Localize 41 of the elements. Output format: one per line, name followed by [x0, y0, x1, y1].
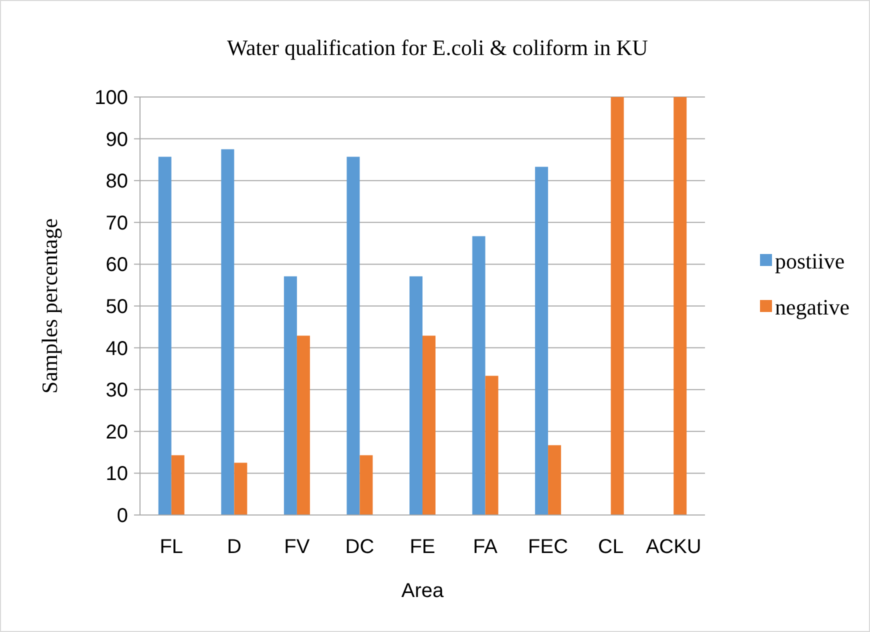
- y-tick-label: 40: [106, 338, 128, 360]
- bar: [296, 336, 310, 515]
- y-tick-label: 80: [106, 170, 128, 193]
- x-tick-label: DC: [345, 536, 374, 558]
- y-tick-label: 20: [106, 421, 128, 444]
- bar: [535, 166, 548, 515]
- bar: [158, 156, 172, 515]
- bar: [610, 97, 624, 515]
- y-tick-label: 90: [106, 128, 128, 151]
- y-tick-label: 100: [94, 87, 128, 109]
- bar: [422, 336, 436, 515]
- bar: [674, 97, 687, 515]
- bar: [360, 455, 373, 515]
- bar: [171, 455, 184, 515]
- bar: [485, 376, 498, 515]
- legend-label: negative: [775, 294, 850, 320]
- chart-title: Water qualification for E.coli & coliform in KU: [227, 35, 648, 60]
- x-axis-title: Area: [401, 580, 444, 602]
- bar: [234, 462, 248, 515]
- y-tick-label: 0: [116, 505, 128, 527]
- legend-label: postiive: [775, 248, 845, 274]
- y-tick-label: 60: [106, 254, 128, 276]
- x-tick-label: FA: [473, 536, 498, 558]
- x-tick-label: FL: [160, 536, 184, 558]
- x-tick-label: D: [226, 536, 242, 558]
- bar: [284, 276, 297, 515]
- bar: [221, 149, 234, 515]
- x-tick-label: ACKU: [646, 536, 702, 558]
- x-tick-label: FEC: [528, 536, 568, 558]
- bar: [548, 445, 562, 515]
- y-tick-label: 10: [106, 463, 128, 486]
- x-tick-label: FV: [284, 536, 310, 558]
- bar: [472, 236, 486, 515]
- y-tick-label: 30: [106, 380, 128, 402]
- y-tick-label: 50: [106, 296, 128, 318]
- bar: [410, 276, 422, 515]
- x-tick-label: CL: [598, 536, 624, 558]
- x-tick-label: FE: [410, 536, 436, 558]
- bar: [346, 156, 360, 515]
- y-axis-title: Samples percentage: [37, 218, 62, 394]
- y-tick-label: 70: [106, 212, 128, 234]
